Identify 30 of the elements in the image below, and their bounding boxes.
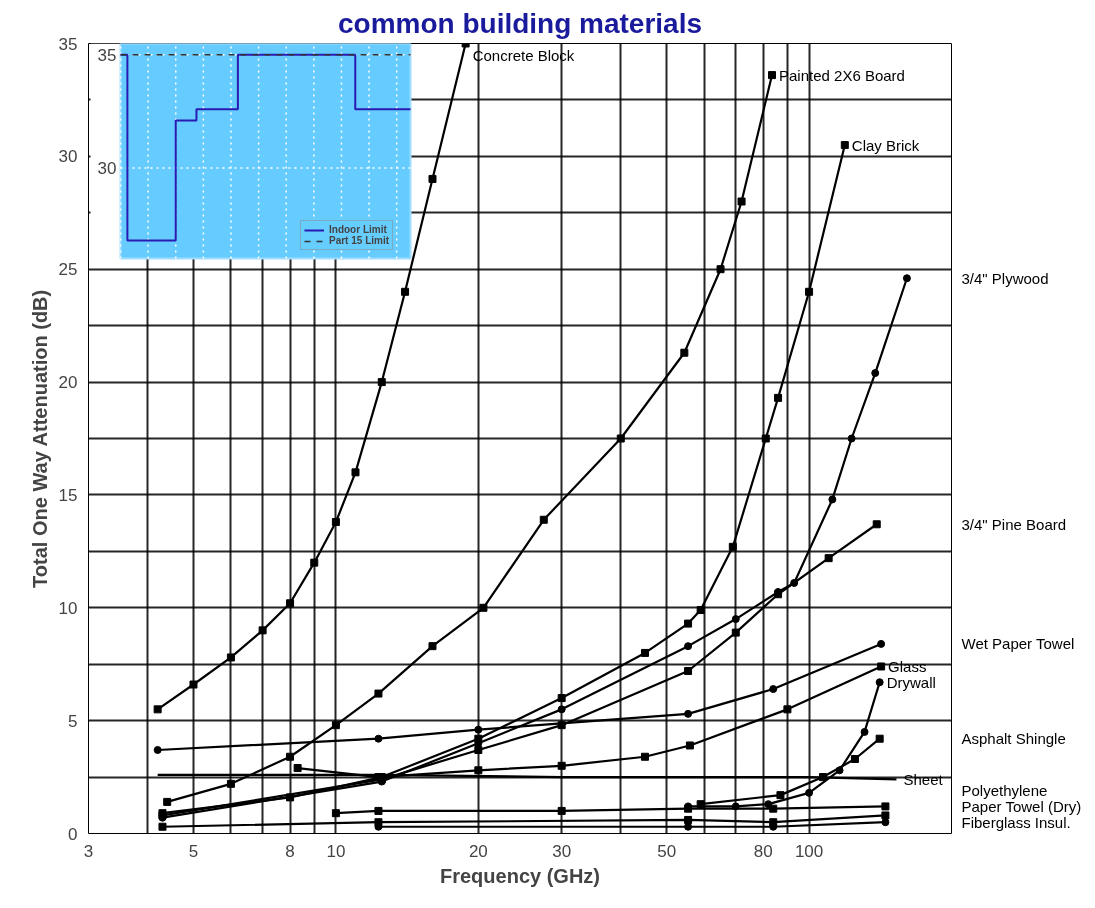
y-tick-label: 20 [58, 373, 78, 393]
x-axis-title: Frequency (GHz) [439, 864, 601, 887]
y-tick-label: 0 [68, 824, 78, 844]
text: Polyethylene [961, 781, 1048, 799]
series-label: Clay Brick [851, 136, 920, 154]
y-tick-label: 10 [58, 598, 78, 618]
y-tick-label: 5 [68, 711, 78, 731]
x-tick-label: 50 [657, 841, 677, 861]
y-axis-title: Total One Way Attenuation (dB) [28, 289, 51, 588]
text: Wet Paper Towel [961, 635, 1075, 653]
y-tick-label: 30 [58, 147, 78, 167]
x-tick-label: 30 [552, 841, 572, 861]
text: 3/4" Plywood [961, 269, 1049, 287]
y-tick-label: 25 [58, 260, 78, 280]
x-tick-label: 80 [753, 841, 773, 861]
x-tick-label: 5 [188, 841, 199, 861]
chart-title: common building materials [337, 7, 703, 39]
x-tick-label: 3 [83, 841, 94, 861]
text: 3/4" Pine Board [961, 515, 1067, 533]
x-tick-label: 100 [794, 841, 824, 861]
y-tick-label: 35 [58, 34, 78, 54]
y-tick-label: 15 [58, 485, 78, 505]
x-tick-label: 10 [326, 841, 346, 861]
y-tick-label: 35 [97, 45, 117, 65]
series-label: Drywall [886, 673, 936, 691]
legend-label: Indoor Limit [329, 224, 387, 235]
legend-label: Part 15 Limit [329, 235, 390, 246]
x-tick-label: 8 [285, 841, 295, 861]
text: Asphalt Shingle [961, 730, 1066, 748]
x-tick-label: 20 [468, 841, 488, 861]
